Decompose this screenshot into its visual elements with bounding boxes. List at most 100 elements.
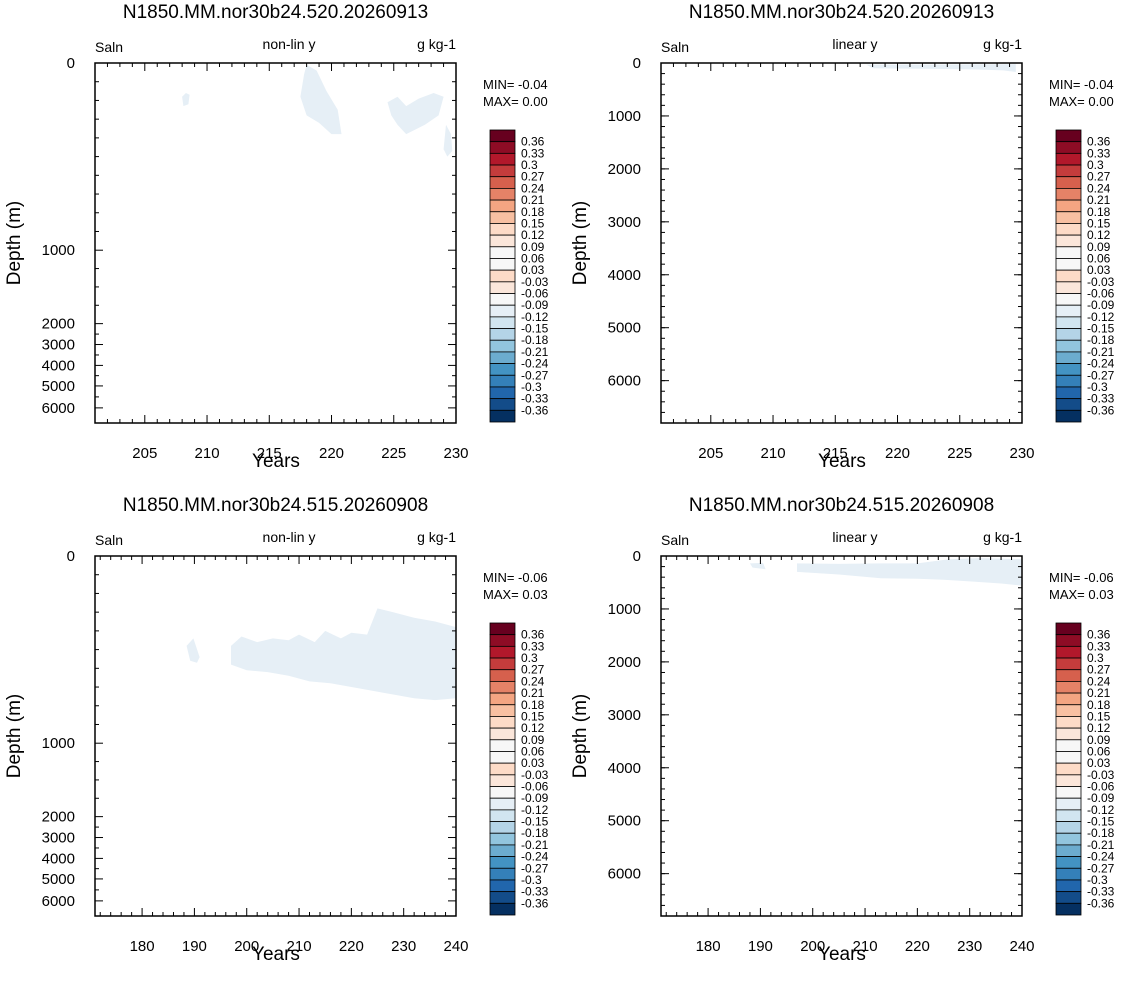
x-tick-label: 240 [443, 938, 468, 955]
colorbar-box [1055, 269, 1082, 283]
colorbar-label: -0.03 [521, 275, 549, 289]
colorbar-box [489, 716, 516, 729]
y-tick-label: 6000 [42, 893, 75, 910]
panel-top-left: N1850.MM.nor30b24.520.20260913 Saln non-l… [0, 0, 566, 493]
colorbar-label: -0.36 [521, 403, 549, 417]
colorbar-box [489, 211, 516, 224]
colorbar-label: -0.06 [1087, 780, 1115, 794]
colorbar-label: 0.21 [1087, 193, 1111, 207]
colorbar-label: 0.36 [521, 135, 545, 149]
colorbar-box [489, 129, 516, 143]
colorbar-box [1055, 141, 1082, 154]
x-tick-label: 210 [761, 445, 786, 462]
colorbar-box [489, 374, 516, 388]
x-tick-label: 240 [1009, 938, 1034, 955]
y-tick-label: 2000 [42, 809, 75, 826]
y-tick-label: 4000 [42, 850, 75, 867]
colorbar-box [489, 351, 516, 365]
colorbar-box [489, 832, 516, 846]
colorbar-label: 0.03 [521, 756, 545, 770]
colorbar-label: -0.36 [1087, 896, 1115, 910]
min-label: MIN= -0.06 [1049, 570, 1114, 585]
x-tick-label: 205 [698, 445, 723, 462]
panel-title: N1850.MM.nor30b24.520.20260913 [688, 2, 995, 23]
x-tick-label: 205 [132, 445, 157, 462]
colorbar-box [1055, 363, 1082, 376]
colorbar-box [1055, 669, 1082, 682]
colorbar-label: -0.12 [1087, 803, 1115, 817]
colorbar-label: 0.27 [1087, 170, 1111, 184]
colorbar-label: -0.21 [521, 838, 549, 852]
colorbar-label: -0.15 [1087, 815, 1115, 829]
colorbar-label: 0.12 [521, 721, 545, 735]
colorbar-label: 0.18 [1087, 698, 1111, 712]
variable-label: Saln [661, 532, 689, 548]
panel-bottom-left: N1850.MM.nor30b24.515.20260908 Saln non-l… [0, 493, 566, 986]
colorbar-label: -0.15 [1087, 322, 1115, 336]
colorbar-label: -0.03 [521, 768, 549, 782]
colorbar-box [1055, 409, 1082, 423]
y-tick-label: 2000 [42, 316, 75, 333]
colorbar-box [1055, 199, 1082, 213]
colorbar-label: 0.12 [1087, 721, 1111, 735]
colorbar-label: -0.33 [521, 885, 549, 899]
colorbar-label: -0.27 [521, 861, 549, 875]
colorbar-label: 0.21 [1087, 686, 1111, 700]
colorbar-box [489, 786, 516, 799]
colorbar-label: -0.27 [1087, 861, 1115, 875]
colorbar-label: -0.12 [1087, 310, 1115, 324]
colorbar-label: -0.3 [521, 873, 542, 887]
y-tick-label: 5000 [42, 378, 75, 395]
max-label: MAX= 0.03 [1049, 587, 1114, 602]
colorbar-box [1055, 339, 1082, 353]
colorbar-label: 0.06 [1087, 744, 1111, 758]
colorbar-label: 0.24 [1087, 181, 1111, 195]
colorbar-label: -0.06 [1087, 287, 1115, 301]
colorbar-box [489, 657, 516, 671]
colorbar-label: 0.3 [1087, 158, 1104, 172]
colorbar-box [489, 797, 516, 811]
colorbar-box [1055, 891, 1082, 904]
colorbar-box [489, 844, 516, 858]
colorbar-box [1055, 856, 1082, 869]
colorbar-box [1055, 902, 1082, 916]
x-tick-label: 200 [234, 938, 259, 955]
colorbar-label: -0.3 [1087, 380, 1108, 394]
colorbar-box [1055, 223, 1082, 236]
colorbar-box [1055, 164, 1082, 178]
panel-title: N1850.MM.nor30b24.520.20260913 [122, 2, 429, 23]
contour-region [182, 93, 190, 107]
colorbar-label: -0.36 [521, 896, 549, 910]
colorbar-label: 0.3 [521, 158, 538, 172]
y-tick-label: 0 [67, 55, 75, 72]
colorbar-label: 0.12 [1087, 228, 1111, 242]
units-label: g kg-1 [417, 529, 456, 545]
x-tick-label: 180 [696, 938, 721, 955]
colorbar-box [489, 234, 516, 248]
colorbar-label: 0.18 [521, 205, 545, 219]
colorbar-box [1055, 716, 1082, 729]
colorbar-label: -0.27 [1087, 368, 1115, 382]
units-label: g kg-1 [417, 36, 456, 52]
y-tick-label: 3000 [608, 707, 641, 724]
x-tick-label: 210 [195, 445, 220, 462]
chart: Saln linear y g kg-1 180 190 200 210 220 230 240 Y… [570, 529, 1115, 965]
y-tick-label: 1000 [42, 735, 75, 752]
x-tick-label: 190 [748, 938, 773, 955]
y-tick-label: 3000 [42, 830, 75, 847]
colorbar-label: -0.33 [521, 392, 549, 406]
colorbar-label: -0.03 [1087, 768, 1115, 782]
colorbar-label: 0.09 [521, 733, 545, 747]
colorbar-box [1055, 645, 1082, 659]
colorbar-label: 0.3 [521, 651, 538, 665]
colorbar-label: 0.33 [521, 146, 545, 160]
max-label: MAX= 0.03 [483, 587, 548, 602]
colorbar-box [489, 704, 516, 717]
colorbar-box [489, 164, 516, 178]
colorbar-label: -0.33 [1087, 392, 1115, 406]
colorbar-box [489, 727, 516, 741]
colorbar-box [1055, 351, 1082, 365]
x-tick-label: 220 [319, 445, 344, 462]
colorbar-label: 0.27 [521, 663, 545, 677]
colorbar-label: -0.21 [1087, 838, 1115, 852]
